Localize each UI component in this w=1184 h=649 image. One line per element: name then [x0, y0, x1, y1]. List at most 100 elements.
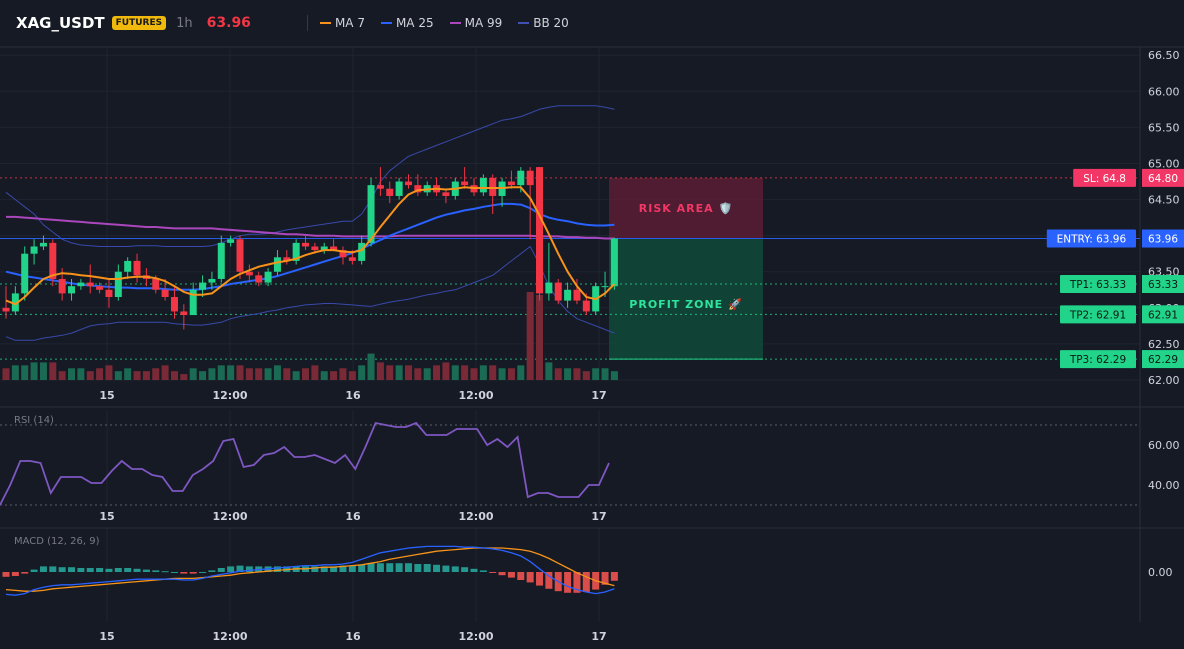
candle-body	[573, 289, 581, 301]
time-axis-tick: 16	[345, 510, 361, 523]
macd-histogram-bar	[489, 572, 497, 573]
candle-body	[358, 242, 366, 261]
rsi-axis-tick: 60.00	[1148, 439, 1180, 452]
macd-histogram-bar	[49, 566, 57, 572]
candle	[320, 242, 328, 254]
candle	[573, 278, 581, 305]
candle-body	[610, 238, 618, 287]
candle	[507, 170, 515, 189]
candle	[161, 278, 169, 301]
legend-bb20[interactable]: BB 20	[518, 16, 569, 30]
candle-body	[124, 260, 132, 272]
macd-histogram-bar	[376, 563, 384, 572]
legend-ma7[interactable]: MA 7	[319, 16, 365, 30]
macd-histogram-bar	[507, 572, 515, 578]
price-axis-tick: 64.50	[1148, 194, 1180, 207]
volume-bar	[2, 368, 10, 380]
macd-signal-line	[5, 547, 615, 592]
candle	[189, 282, 197, 316]
macd-histogram-bar	[21, 572, 29, 574]
volume-bar	[105, 365, 113, 380]
candle-body	[339, 250, 347, 258]
candle	[498, 177, 506, 207]
volume-bar	[601, 368, 609, 380]
candle-body	[554, 282, 562, 301]
macd-histogram-bar	[152, 570, 160, 572]
time-axis-tick: 17	[591, 510, 606, 523]
candle	[302, 235, 310, 251]
macd-histogram-bar	[442, 565, 450, 572]
level-tag	[1060, 305, 1136, 324]
macd-histogram-bar	[348, 565, 356, 572]
volume-bars	[2, 292, 618, 380]
axis-price-tag	[1142, 275, 1184, 294]
volume-bar	[124, 368, 132, 380]
volume-bar	[320, 371, 328, 380]
axis-price-tag-text: 62.91	[1148, 309, 1178, 321]
grid-lines	[0, 48, 1140, 622]
macd-histogram-bar	[77, 568, 85, 572]
macd-histogram-bar	[423, 564, 431, 572]
macd-histogram-bar	[58, 567, 66, 572]
last-price: 63.96	[206, 15, 251, 31]
ma7-line	[5, 186, 616, 306]
time-axis-tick: 17	[591, 630, 606, 643]
macd-histogram-bar	[433, 564, 441, 572]
axis-price-tag-text: 62.29	[1148, 354, 1178, 366]
axis-price-tag	[1142, 168, 1184, 187]
macd-histogram	[2, 563, 618, 593]
candle	[170, 286, 178, 319]
candle-body	[96, 286, 104, 290]
time-axis-tick: 12:00	[212, 630, 247, 643]
candle-body	[77, 282, 85, 287]
legend-ma7-label: MA 7	[334, 16, 365, 30]
ma25-swatch	[380, 22, 392, 24]
candle-body	[161, 289, 169, 297]
legend-ma25[interactable]: MA 25	[380, 16, 434, 30]
macd-histogram-bar	[601, 572, 609, 585]
symbol-name[interactable]: XAG_USDT	[16, 14, 105, 32]
candle	[526, 167, 534, 240]
volume-bar	[152, 368, 160, 380]
price-axis-tick: 66.00	[1148, 85, 1180, 98]
candle-body	[199, 282, 207, 290]
macd-histogram-bar	[245, 566, 253, 572]
rsi-pane-title: RSI (14)	[14, 415, 54, 426]
candle-body	[292, 242, 300, 261]
time-axis-tick: 16	[345, 389, 361, 402]
volume-bar	[199, 371, 207, 380]
candle	[217, 235, 225, 283]
price-axis-tick: 66.50	[1148, 49, 1180, 62]
volume-bar	[423, 368, 431, 380]
candle-body	[507, 181, 515, 186]
timeframe-label[interactable]: 1h	[176, 15, 193, 31]
volume-bar	[395, 365, 403, 380]
macd-histogram-bar	[30, 569, 38, 572]
axis-price-tag	[1142, 350, 1184, 369]
candle-body	[367, 185, 375, 243]
legend-bb20-label: BB 20	[533, 16, 569, 30]
candle	[545, 242, 553, 301]
candle-body	[348, 257, 356, 261]
axis-price-tag-text: 63.96	[1148, 234, 1178, 246]
level-tag	[1046, 229, 1136, 248]
volume-bar	[283, 368, 291, 380]
macd-histogram-bar	[582, 572, 590, 592]
candle-body	[479, 177, 487, 193]
volume-bar	[161, 365, 169, 380]
candle-body	[245, 271, 253, 276]
chart-header: XAG_USDT FUTURES 1h 63.96 MA 7 MA 25 MA …	[0, 0, 1184, 46]
level-tag	[1060, 350, 1136, 369]
volume-bar	[564, 368, 572, 380]
time-axis-tick: 16	[345, 630, 361, 643]
candle	[208, 271, 216, 290]
axis-price-tag-text: 63.33	[1148, 279, 1178, 291]
candle	[433, 177, 441, 196]
bb-lower-line	[5, 246, 615, 341]
candle-body	[517, 170, 525, 186]
macd-histogram-bar	[114, 568, 122, 572]
risk-area-label: RISK AREA 🛡️	[639, 202, 733, 215]
bb-upper-line	[5, 105, 615, 247]
legend-ma99[interactable]: MA 99	[449, 16, 502, 30]
